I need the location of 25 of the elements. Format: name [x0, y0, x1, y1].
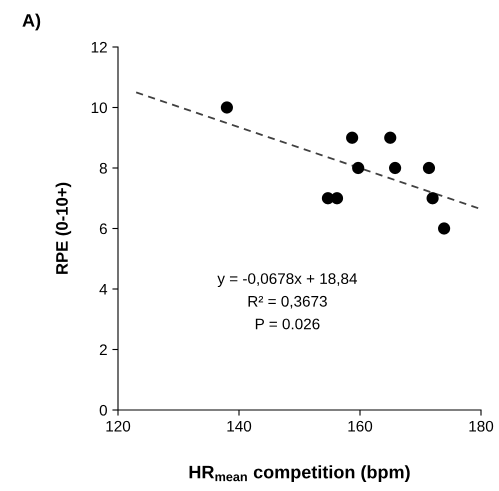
x-axis-title: HR$_{mean}$ competition (bpm)	[190, 465, 410, 482]
annotation: P = 0.026	[256, 318, 320, 330]
annotation: R² = 0,3673	[248, 296, 327, 309]
y-tick-label: 6	[100, 223, 107, 234]
point	[438, 222, 450, 235]
point	[389, 162, 402, 174]
point	[346, 132, 358, 144]
chart-title: A)	[22, 14, 40, 30]
y-tick-label: 8	[100, 162, 107, 174]
point	[352, 162, 364, 174]
y-tick-label: 10	[92, 102, 107, 114]
y-tick-label: 4	[99, 284, 108, 295]
point	[426, 192, 439, 204]
point	[384, 132, 396, 144]
y-tick-label: 12	[92, 42, 107, 53]
x-tick-label: 160	[348, 420, 372, 432]
point	[220, 101, 233, 114]
point	[422, 162, 436, 174]
y-tick-label: 0	[100, 404, 107, 416]
annotation: y = -0,0678x + 18,84	[217, 273, 358, 288]
y-axis-title: RPE (0-10+)	[56, 182, 72, 274]
y-tick-label: 2	[100, 344, 107, 356]
x-tick-label: 180	[469, 420, 494, 432]
x-tick-label: 120	[106, 420, 130, 432]
x-tick-label: 140	[227, 420, 252, 432]
